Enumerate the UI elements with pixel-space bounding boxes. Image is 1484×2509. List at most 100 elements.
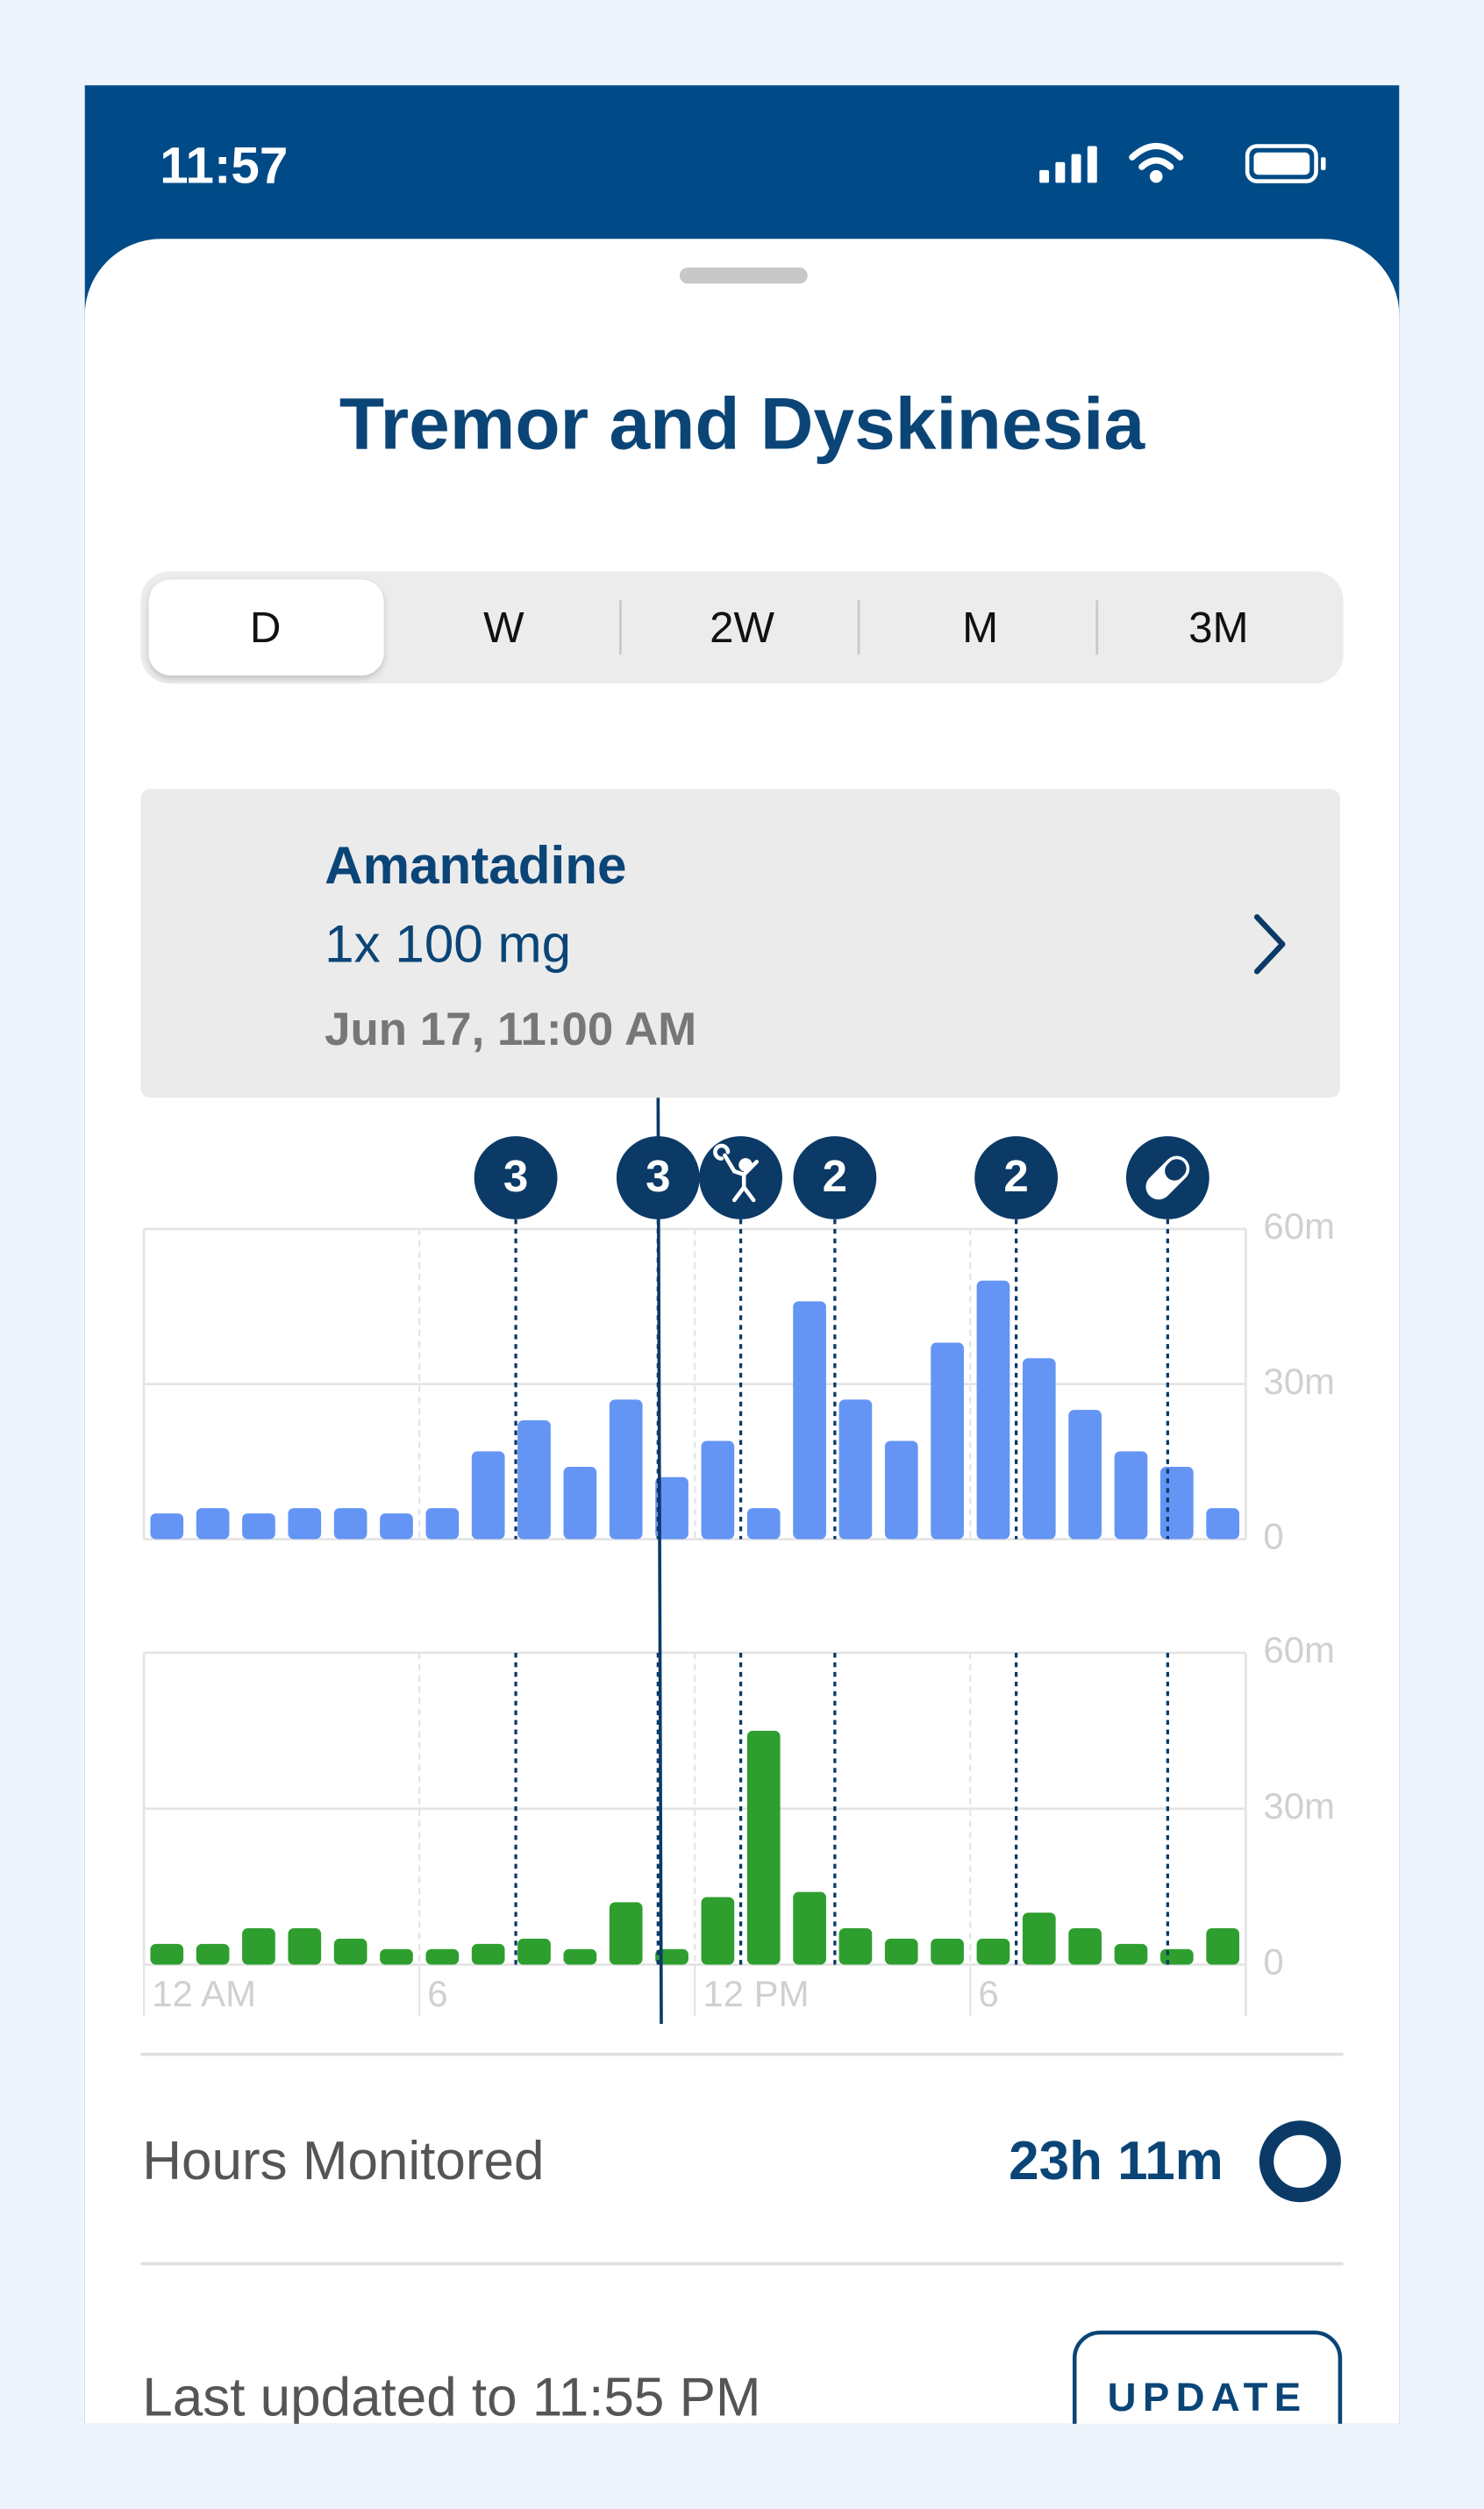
bar [242,1513,275,1540]
segment-label[interactable]: W [483,604,524,652]
bar [471,1451,505,1540]
medication-name: Amantadine [325,836,626,895]
bar [1114,1943,1148,1965]
bar [333,1508,367,1540]
bar [242,1928,275,1965]
x-tick-label: 6 [978,1973,998,2014]
hours-value: 23h 11m [1009,2131,1224,2191]
medication-time: Jun 17, 11:00 AM [325,1004,696,1055]
signal-icon [1039,146,1097,183]
bar [793,1301,826,1540]
segment-selected [148,579,384,676]
battery-icon [1245,144,1326,183]
pill-icon [1145,1155,1190,1200]
sheet [84,239,1400,2424]
y-tick-label: 30m [1263,1361,1335,1402]
wifi-icon [1129,142,1184,183]
event-marker[interactable] [616,1136,700,1219]
progress-ring [1259,2120,1341,2203]
bar [931,1342,964,1540]
event-label: 3 [503,1151,528,1201]
segment-separators [619,600,1099,655]
x-tick-label: 12 AM [152,1973,256,2014]
medication-card[interactable] [140,789,1340,1098]
event-marker[interactable] [699,1136,782,1219]
segment-label[interactable]: M [962,604,998,652]
bar [746,1508,781,1540]
bar [1114,1451,1148,1540]
bar [563,1467,597,1540]
bar [609,1399,643,1540]
bar [701,1897,735,1965]
event-marker[interactable] [974,1136,1059,1219]
y-tick-label: 60m [1263,1205,1335,1247]
last-updated: Last updated to 11:55 PM [142,2368,760,2428]
bar [655,1948,688,1965]
head [738,1158,753,1172]
bar [563,1948,597,1965]
bar [1159,1467,1194,1540]
update-button-label[interactable]: UPDATE [1108,2375,1308,2420]
bar [425,1948,460,1965]
segment-label[interactable]: 3M [1188,604,1248,652]
chevron [1253,914,1286,975]
y-tick-label: 0 [1263,1516,1283,1557]
bar [931,1938,964,1965]
bar [196,1943,230,1965]
title: Tremor and Dyskinesia [339,382,1146,464]
bar [1206,1928,1240,1965]
y-tick-label: 0 [1263,1941,1283,1983]
status-time: 11:57 [160,137,288,194]
exercise-icon [713,1143,760,1203]
bar [380,1948,413,1965]
bar [150,1513,184,1540]
bar [333,1938,367,1965]
bar [655,1476,688,1540]
body [713,1143,760,1203]
bar [1022,1912,1056,1965]
bar [838,1928,873,1965]
event-label: 2 [823,1151,847,1201]
bar [288,1508,322,1540]
event-label: 2 [1003,1151,1028,1201]
event-marker[interactable] [793,1136,877,1219]
segmented-control [140,571,1344,684]
medication-dose: 1x 100 mg [325,914,571,973]
bar [609,1902,643,1965]
bar [838,1399,873,1540]
x-tick-label: 6 [427,1973,447,2014]
event-marker[interactable] [474,1136,558,1219]
bar [793,1891,826,1965]
bar [746,1730,781,1965]
bar [976,1938,1010,1965]
segment-label[interactable]: D [250,604,282,652]
pill-half [1165,1159,1187,1181]
segment-label[interactable]: 2W [710,604,774,652]
bar [884,1938,918,1965]
bar [380,1513,413,1540]
bar [1022,1358,1056,1540]
phone: 11:57 Tremor and Dyskinesia D W 2W M 3M Aman… [84,85,1400,2461]
event-label: 3 [646,1151,670,1201]
y-tick-label: 30m [1263,1785,1335,1826]
bar [976,1280,1010,1540]
bar [1068,1410,1102,1540]
hours-label: Hours Monitored [142,2131,544,2191]
bar [288,1928,322,1965]
x-tick-label: 12 PM [703,1973,809,2014]
bar [884,1440,918,1540]
bar [196,1508,230,1540]
drag-handle[interactable] [679,268,808,284]
bar [471,1943,505,1965]
bar [517,1938,551,1965]
bar [1206,1508,1240,1540]
bar [425,1508,460,1540]
y-tick-label: 60m [1263,1629,1335,1670]
cursor-line [656,1097,663,2025]
bar [1068,1928,1102,1965]
bar [150,1943,184,1965]
update-button[interactable] [1072,2330,1343,2461]
bar [517,1419,551,1540]
